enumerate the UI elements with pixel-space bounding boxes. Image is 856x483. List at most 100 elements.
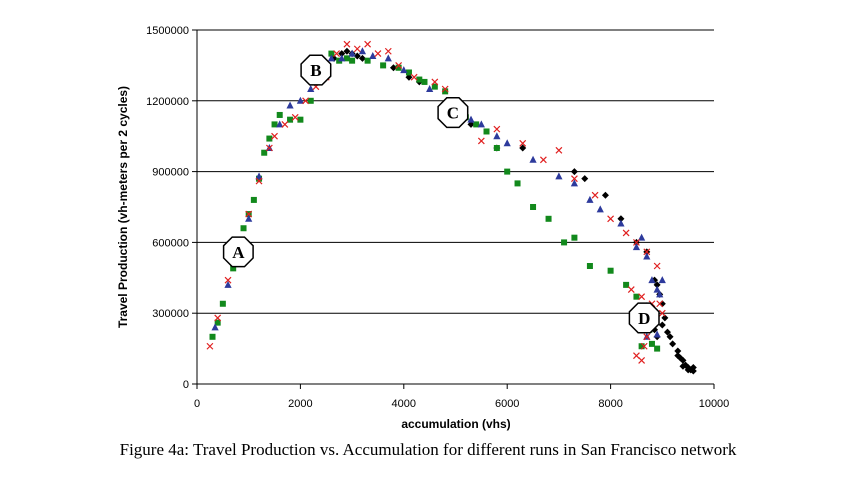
data-point-series-3 xyxy=(426,85,434,92)
data-point-series-3 xyxy=(477,120,485,128)
data-point-series-2 xyxy=(571,234,578,241)
data-point-series-2 xyxy=(380,62,387,69)
annotation-label: B xyxy=(310,61,321,80)
data-point-series-2 xyxy=(287,116,294,123)
data-point-series-2 xyxy=(416,76,423,83)
data-point-series-3 xyxy=(555,172,563,180)
data-point-series-2 xyxy=(343,55,350,62)
data-point-series-2 xyxy=(473,121,480,128)
data-point-series-4 xyxy=(627,286,635,294)
y-tick-label: 600000 xyxy=(152,237,189,249)
data-point-series-4 xyxy=(441,85,449,93)
data-point-series-4 xyxy=(343,40,351,48)
gridlines xyxy=(197,29,714,314)
data-point-series-1 xyxy=(666,333,674,341)
annotation-octagon xyxy=(222,236,254,268)
data-point-series-3 xyxy=(596,205,604,213)
data-point-series-4 xyxy=(224,276,232,284)
data-point-series-4 xyxy=(364,40,372,48)
annotation-octagon xyxy=(300,54,332,86)
data-point-series-1 xyxy=(663,328,671,336)
data-point-series-4 xyxy=(477,137,485,145)
data-point-series-2 xyxy=(545,215,552,222)
data-point-series-4 xyxy=(493,125,501,133)
data-point-series-3 xyxy=(327,54,336,62)
x-tick-label: 6000 xyxy=(495,398,519,410)
data-point-series-4 xyxy=(374,50,382,58)
data-point-series-2 xyxy=(514,180,521,187)
data-point-series-2 xyxy=(561,239,568,246)
data-point-series-3 xyxy=(658,276,666,284)
data-point-series-4 xyxy=(607,215,615,223)
data-point-series-2 xyxy=(530,204,537,210)
y-tick-label: 900000 xyxy=(152,167,189,179)
data-point-series-1 xyxy=(679,356,687,364)
data-point-series-3 xyxy=(570,179,579,187)
data-point-series-3 xyxy=(632,243,641,251)
data-point-series-3 xyxy=(245,214,253,222)
data-point-series-4 xyxy=(622,229,630,237)
data-point-series-1 xyxy=(658,300,666,308)
data-point-series-4 xyxy=(384,47,392,55)
x-tick-labels: 0 2000 4000 6000 8000 10000 xyxy=(194,398,729,410)
data-point-series-2 xyxy=(271,121,278,128)
data-point-series-4 xyxy=(431,78,439,86)
data-point-series-2 xyxy=(483,128,490,135)
data-point-series-2 xyxy=(586,263,593,269)
data-point-series-3 xyxy=(255,172,263,180)
data-point-series-4 xyxy=(214,314,222,322)
data-point-series-4 xyxy=(291,113,299,121)
y-axis-label: Travel Production (vh-meters per 2 cycle… xyxy=(116,86,130,328)
data-point-series-3 xyxy=(369,51,377,59)
data-point-series-1 xyxy=(674,347,682,355)
data-point-series-4 xyxy=(271,132,278,140)
data-point-series-4 xyxy=(353,45,361,53)
data-point-series-4 xyxy=(555,146,563,154)
data-point-series-1 xyxy=(617,215,625,223)
data-point-series-3 xyxy=(296,96,304,104)
data-point-series-1 xyxy=(389,64,397,72)
data-point-series-4 xyxy=(539,156,547,164)
data-point-series-4 xyxy=(640,342,648,350)
annotation-octagon xyxy=(437,97,469,129)
data-point-series-2 xyxy=(654,345,661,352)
y-tick-label: 1500000 xyxy=(146,25,189,37)
y-tick-label: 300000 xyxy=(152,308,189,320)
data-point-series-2 xyxy=(607,267,614,274)
figure-caption: Figure 4a: Travel Production vs. Accumul… xyxy=(119,440,737,459)
data-points xyxy=(206,40,697,375)
data-point-series-4 xyxy=(643,248,651,256)
data-point-series-2 xyxy=(638,343,645,350)
data-point-series-4 xyxy=(653,262,661,270)
data-point-series-3 xyxy=(643,252,651,260)
data-point-series-3 xyxy=(384,54,392,62)
data-point-series-3 xyxy=(307,85,315,92)
data-point-series-2 xyxy=(250,196,257,203)
data-point-series-4 xyxy=(638,356,646,364)
data-point-series-4 xyxy=(206,342,214,350)
annotation-label: D xyxy=(638,309,650,328)
data-point-series-1 xyxy=(338,50,346,58)
axes xyxy=(192,29,715,389)
data-point-series-1 xyxy=(658,321,666,329)
data-point-series-3 xyxy=(653,285,661,293)
data-point-series-2 xyxy=(431,83,438,90)
data-point-series-3 xyxy=(638,233,646,241)
data-point-series-1 xyxy=(601,191,609,199)
data-point-series-3 xyxy=(653,330,661,338)
annotations: A B C D xyxy=(222,54,660,334)
x-tick-label: 10000 xyxy=(699,398,730,410)
data-point-series-3 xyxy=(586,195,594,203)
data-point-series-2 xyxy=(297,116,304,123)
data-point-series-3 xyxy=(224,280,232,288)
data-point-series-2 xyxy=(633,293,640,300)
data-point-series-2 xyxy=(307,97,314,104)
x-tick-label: 4000 xyxy=(392,398,416,410)
data-point-series-3 xyxy=(656,290,664,298)
y-tick-label: 1200000 xyxy=(146,96,189,108)
data-point-series-2 xyxy=(442,88,449,95)
data-point-series-4 xyxy=(410,73,418,81)
data-point-series-2 xyxy=(209,333,216,340)
data-point-series-4 xyxy=(570,175,578,183)
data-point-series-3 xyxy=(211,323,219,331)
